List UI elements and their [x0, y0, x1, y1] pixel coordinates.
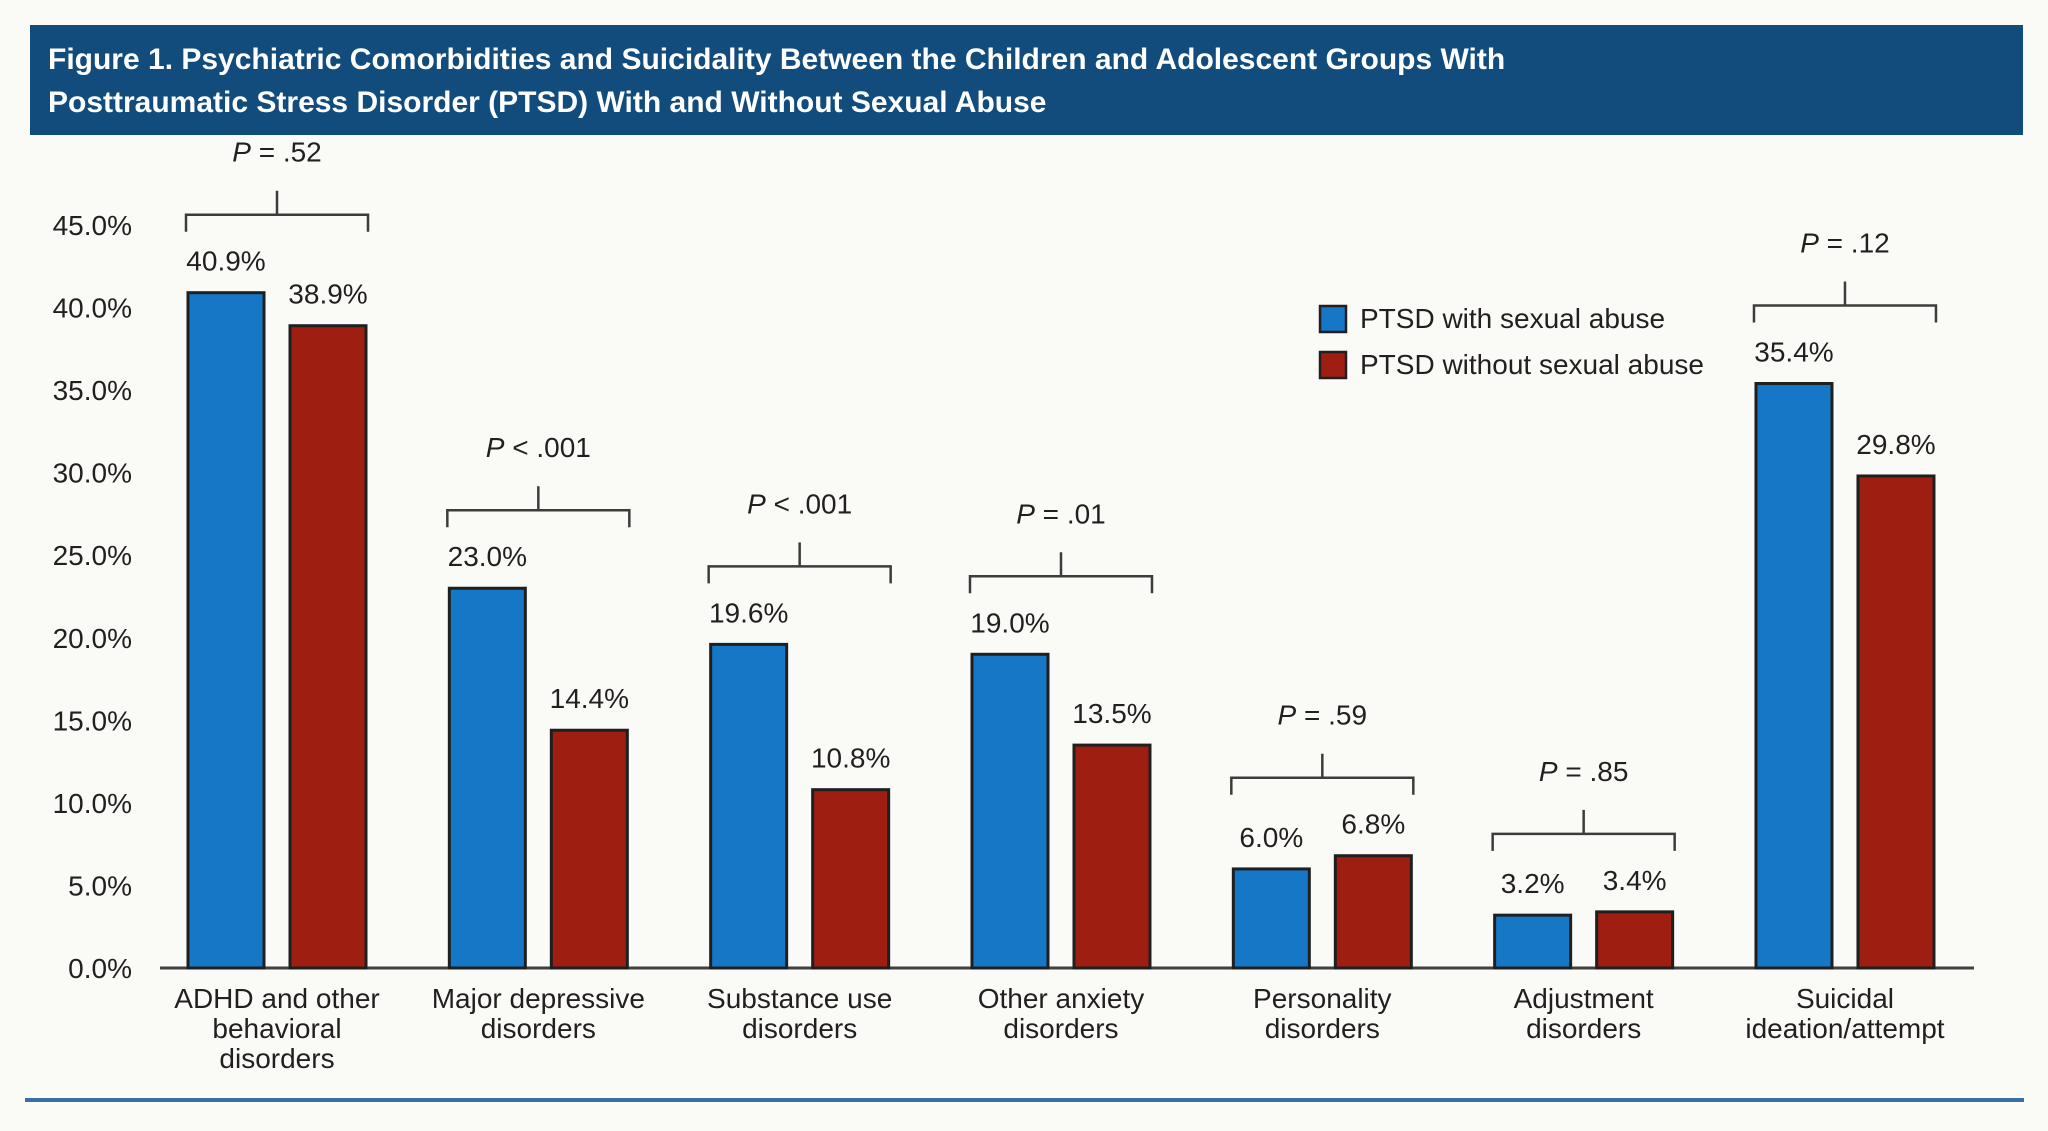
y-axis-tick-label: 15.0%	[53, 705, 132, 736]
bar-value-label: 3.4%	[1603, 865, 1667, 896]
p-value-label: P < .001	[747, 488, 852, 519]
y-axis-tick-label: 5.0%	[68, 870, 132, 901]
bar-with-sexual-abuse	[1493, 913, 1573, 970]
x-axis-category-label: Suicidal	[1796, 983, 1894, 1014]
significance-bracket	[1491, 809, 1676, 851]
significance-bracket	[1230, 753, 1415, 795]
y-axis-tick-label: 10.0%	[53, 788, 132, 819]
bar-without-sexual-abuse	[1856, 474, 1936, 970]
bar-with-sexual-abuse	[1754, 382, 1834, 970]
significance-bracket	[968, 552, 1154, 594]
bar-value-label: 19.0%	[970, 607, 1049, 638]
legend-swatch-icon	[1318, 350, 1348, 380]
p-value-label: P = .01	[1016, 498, 1106, 529]
significance-bracket	[707, 542, 892, 584]
bar-without-sexual-abuse	[549, 728, 629, 970]
bar-value-label: 14.4%	[550, 683, 629, 714]
x-axis-category-label: Other anxiety	[978, 983, 1145, 1014]
x-axis-category-label: behavioral	[212, 1013, 341, 1044]
bar-value-label: 40.9%	[186, 246, 265, 277]
p-value-label: P = .12	[1800, 228, 1890, 259]
significance-bracket	[446, 486, 631, 528]
y-axis-tick-label: 30.0%	[53, 458, 132, 489]
bar-value-label: 3.2%	[1501, 868, 1565, 899]
figure-title-bar: Figure 1. Psychiatric Comorbidities and …	[30, 25, 2023, 135]
bar-with-sexual-abuse	[709, 642, 789, 970]
x-axis-category-label: disorders	[1265, 1013, 1380, 1044]
bar-without-sexual-abuse	[288, 324, 368, 970]
x-axis-category-label: Personality	[1253, 983, 1392, 1014]
legend-label: PTSD without sexual abuse	[1360, 349, 1704, 380]
bar-with-sexual-abuse	[447, 586, 527, 970]
p-value-label: P = .52	[232, 137, 322, 168]
bar-without-sexual-abuse	[1072, 743, 1152, 970]
legend-swatch-icon	[1318, 304, 1348, 334]
significance-bracket	[184, 190, 370, 232]
bar-value-label: 6.0%	[1239, 822, 1303, 853]
bar-value-label: 13.5%	[1072, 698, 1151, 729]
x-axis-category-label: Substance use	[707, 983, 892, 1014]
p-value-label: P = .85	[1539, 756, 1629, 787]
bar-value-label: 29.8%	[1856, 429, 1935, 460]
figure-title-line-1: Figure 1. Psychiatric Comorbidities and …	[48, 43, 1506, 76]
x-axis-category-label: ideation/attempt	[1745, 1013, 1944, 1044]
bar-with-sexual-abuse	[970, 652, 1050, 970]
x-axis-category-label: disorders	[1003, 1013, 1118, 1044]
x-axis-category-label: disorders	[219, 1043, 334, 1074]
y-axis-tick-label: 40.0%	[53, 293, 132, 324]
bar-value-label: 19.6%	[709, 597, 788, 628]
y-axis-tick-label: 35.0%	[53, 375, 132, 406]
bar-value-label: 23.0%	[448, 541, 527, 572]
bar-without-sexual-abuse	[811, 788, 891, 970]
figure-title-line-2: Posttraumatic Stress Disorder (PTSD) Wit…	[48, 86, 1047, 119]
p-value-label: P < .001	[486, 432, 591, 463]
y-axis-tick-label: 20.0%	[53, 623, 132, 654]
bar-value-label: 38.9%	[288, 279, 367, 310]
bottom-rule	[25, 1098, 2024, 1102]
y-axis-tick-label: 0.0%	[68, 953, 132, 984]
x-axis-category-label: disorders	[1526, 1013, 1641, 1044]
bar-without-sexual-abuse	[1333, 854, 1413, 970]
y-axis-tick-label: 45.0%	[53, 210, 132, 241]
x-axis-category-label: disorders	[742, 1013, 857, 1044]
bar-with-sexual-abuse	[186, 291, 266, 970]
legend-label: PTSD with sexual abuse	[1360, 303, 1665, 334]
x-axis-category-label: Adjustment	[1514, 983, 1654, 1014]
y-axis-tick-label: 25.0%	[53, 540, 132, 571]
bar-value-label: 6.8%	[1341, 809, 1405, 840]
significance-bracket	[1752, 281, 1938, 323]
x-axis-category-label: disorders	[481, 1013, 596, 1044]
x-axis-category-label: ADHD and other	[174, 983, 379, 1014]
bar-with-sexual-abuse	[1231, 867, 1311, 970]
x-axis-category-label: Major depressive	[432, 983, 645, 1014]
bar-without-sexual-abuse	[1595, 910, 1675, 970]
bar-value-label: 10.8%	[811, 743, 890, 774]
bar-value-label: 35.4%	[1754, 337, 1833, 368]
p-value-label: P = .59	[1278, 700, 1368, 731]
